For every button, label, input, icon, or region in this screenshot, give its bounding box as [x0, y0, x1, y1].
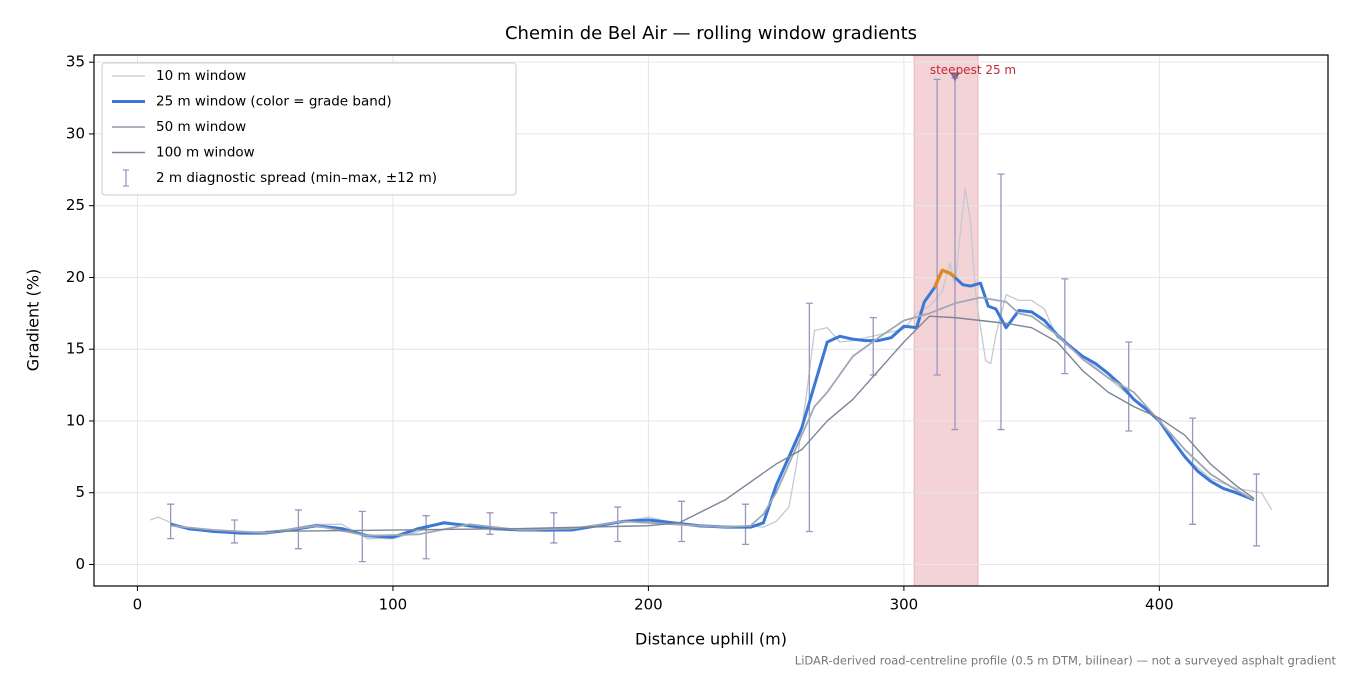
error-bar — [614, 506, 622, 543]
error-bar — [869, 316, 877, 376]
error-bar — [741, 503, 749, 546]
legend: 10 m window 25 m window (color = grade ba… — [101, 62, 517, 196]
x-tick-label: 200 — [634, 596, 663, 614]
series-line — [170, 268, 1255, 539]
error-bar — [1252, 473, 1260, 547]
y-tick-label: 10 — [66, 411, 85, 429]
y-tick-label: 35 — [66, 53, 85, 71]
error-bar — [167, 503, 175, 540]
error-bar — [486, 512, 494, 535]
plot-frame — [93, 54, 1329, 587]
x-tick-label: 0 — [133, 596, 143, 614]
y-tick-label: 0 — [75, 555, 85, 573]
error-bar — [933, 78, 941, 376]
x-axis-label: Distance uphill (m) — [635, 630, 787, 649]
highlight-span — [913, 54, 979, 587]
legend-label: 25 m window (color = grade band) — [156, 94, 392, 110]
annotation-marker — [949, 72, 960, 82]
error-bar — [422, 515, 430, 560]
x-tick-label: 300 — [890, 596, 919, 614]
legend-label: 2 m diagnostic spread (min–max, ±12 m) — [156, 170, 437, 186]
y-tick-label: 20 — [66, 268, 85, 286]
chart-title: Chemin de Bel Air — rolling window gradi… — [505, 23, 917, 44]
x-tick-label: 100 — [379, 596, 408, 614]
y-tick-label: 30 — [66, 124, 85, 142]
y-axis-label: Gradient (%) — [24, 269, 43, 371]
error-bar — [358, 510, 366, 563]
error-bar — [1189, 417, 1197, 525]
series-line — [149, 187, 1273, 540]
legend-swatch — [123, 169, 129, 187]
legend-box — [101, 62, 517, 196]
error-bar — [1125, 341, 1133, 432]
footnote: LiDAR-derived road-centreline profile (0… — [795, 654, 1337, 668]
y-tick-label: 25 — [66, 196, 85, 214]
y-tick-label: 15 — [66, 340, 85, 358]
series-line — [265, 315, 1255, 533]
y-tick-label: 5 — [75, 483, 85, 501]
legend-label: 50 m window — [156, 119, 246, 135]
annotation-label: steepest 25 m — [930, 63, 1016, 77]
error-bar — [1061, 278, 1069, 375]
legend-label: 10 m window — [156, 68, 246, 84]
legend-label: 100 m window — [156, 145, 255, 161]
series-line — [170, 296, 1255, 537]
steep-segment — [933, 268, 957, 289]
x-tick-label: 400 — [1145, 596, 1174, 614]
